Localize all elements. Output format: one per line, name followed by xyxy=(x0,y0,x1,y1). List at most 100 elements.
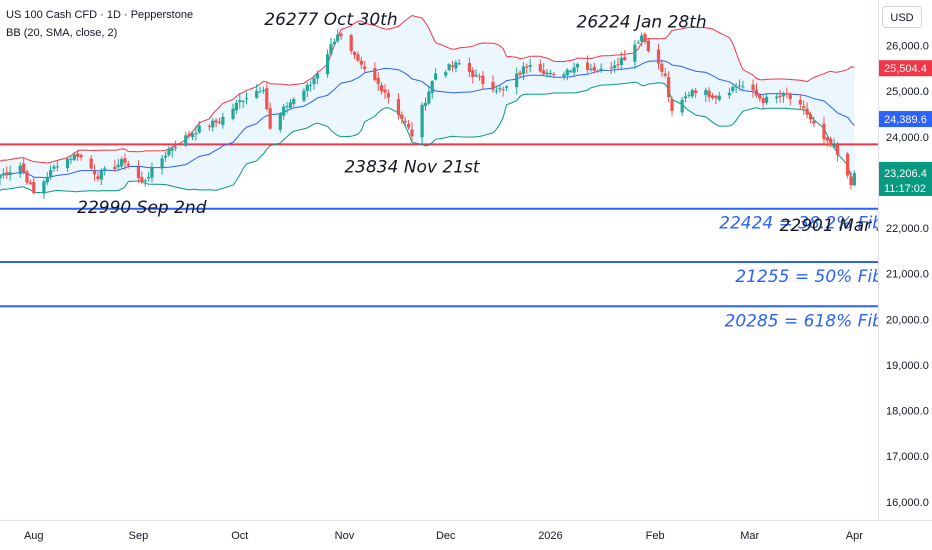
candle-body xyxy=(518,72,522,75)
candle-body xyxy=(238,100,242,102)
candle-body xyxy=(714,96,718,99)
candle-body xyxy=(123,158,127,163)
candle-body xyxy=(214,120,218,123)
time-axis[interactable]: Aug Sep Oct Nov Dec 2026 Feb Mar Apr xyxy=(24,530,863,542)
price-badge xyxy=(879,165,932,182)
candle-body xyxy=(217,121,222,123)
indicator-legend: BB (20, SMA, close, 2) xyxy=(6,27,118,39)
price-badge-label: 23,206.4 xyxy=(884,168,927,180)
candle-body xyxy=(612,65,617,69)
candle-body xyxy=(640,35,644,42)
candle-body xyxy=(515,73,519,88)
candle-body xyxy=(187,133,191,136)
candle-body xyxy=(173,147,178,149)
candle-body xyxy=(646,40,650,52)
candle-body xyxy=(403,120,407,123)
candle-body xyxy=(694,90,698,94)
candle-body xyxy=(619,58,623,65)
candle-body xyxy=(28,182,32,184)
price-tick-label: 26,000.0 xyxy=(886,41,929,53)
candle-body xyxy=(538,64,542,72)
price-badge-label: 11:17:02 xyxy=(884,183,926,195)
candle-body xyxy=(822,123,826,140)
candle-body xyxy=(282,106,286,116)
candle-body xyxy=(302,90,306,101)
candle-body xyxy=(727,92,732,96)
candle-body xyxy=(386,92,390,98)
time-tick-label: Sep xyxy=(129,530,149,542)
candle-body xyxy=(79,155,83,158)
candle-body xyxy=(329,44,333,55)
candle-body xyxy=(241,100,245,102)
candle-body xyxy=(504,86,509,88)
price-annotation: 26224 Jan 28th xyxy=(577,12,707,32)
candle-body xyxy=(548,72,553,75)
candle-body xyxy=(45,177,49,183)
candle-body xyxy=(447,64,451,71)
bollinger-basis-line xyxy=(0,60,855,179)
candle-body xyxy=(572,67,576,73)
price-tick-label: 24,000.0 xyxy=(886,132,929,144)
price-annotation: 26277 Oct 30th xyxy=(264,10,397,30)
price-tick-label: 19,000.0 xyxy=(886,360,929,372)
candle-body xyxy=(113,166,117,169)
candlestick-series xyxy=(0,29,856,199)
candle-body xyxy=(76,153,80,157)
time-tick-label: Apr xyxy=(846,530,863,542)
price-badge xyxy=(879,179,932,196)
time-tick-label: Mar xyxy=(740,530,759,542)
candle-body xyxy=(690,89,694,97)
price-tick-label: 25,000.0 xyxy=(886,86,929,98)
candle-body xyxy=(190,133,195,138)
bollinger-band-fill xyxy=(0,15,855,193)
candle-body xyxy=(798,99,802,105)
candle-body xyxy=(373,68,377,80)
candle-body xyxy=(808,114,813,120)
time-tick-label: Dec xyxy=(436,530,456,542)
candle-body xyxy=(288,102,293,108)
candle-body xyxy=(521,66,526,74)
candle-body xyxy=(775,96,779,99)
candle-body xyxy=(707,90,711,97)
candle-body xyxy=(89,158,93,169)
candle-body xyxy=(788,94,792,100)
candle-body xyxy=(8,172,12,176)
candle-body xyxy=(434,73,438,80)
candle-body xyxy=(832,144,836,148)
candle-body xyxy=(363,66,367,69)
candle-body xyxy=(717,95,721,100)
candle-body xyxy=(376,78,380,84)
candle-body xyxy=(170,148,174,151)
candle-body xyxy=(785,93,789,95)
candle-body xyxy=(569,71,573,73)
candle-body xyxy=(72,154,76,160)
candle-body xyxy=(477,76,482,78)
price-annotation: 22990 Sep 2nd xyxy=(77,198,207,218)
price-tick-label: 20,000.0 xyxy=(886,314,929,326)
time-tick-label: Feb xyxy=(646,530,665,542)
candle-body xyxy=(423,102,428,106)
candle-body xyxy=(5,172,9,175)
candle-body xyxy=(116,164,120,168)
candle-body xyxy=(143,180,147,182)
candle-body xyxy=(454,62,458,69)
candle-body xyxy=(103,168,107,171)
candle-body xyxy=(623,57,627,61)
candle-body xyxy=(849,176,853,186)
candle-body xyxy=(96,176,100,179)
price-axis[interactable]: 16,000.0 17,000.0 18,000.0 19,000.0 20,000.0… xyxy=(886,41,929,509)
candle-body xyxy=(211,120,215,128)
symbol-title: US 100 Cash CFD · 1D · Pepperstone xyxy=(6,9,194,21)
candle-body xyxy=(670,99,674,111)
currency-button[interactable]: USD xyxy=(882,6,922,28)
candle-body xyxy=(383,89,387,93)
candle-body xyxy=(42,181,46,194)
candle-body xyxy=(32,182,36,194)
candle-body xyxy=(501,89,505,91)
price-tick-label: 18,000.0 xyxy=(886,406,929,418)
candle-body xyxy=(528,64,532,67)
candle-body xyxy=(258,91,262,93)
time-tick-label: 2026 xyxy=(538,530,562,542)
candle-body xyxy=(498,88,502,90)
